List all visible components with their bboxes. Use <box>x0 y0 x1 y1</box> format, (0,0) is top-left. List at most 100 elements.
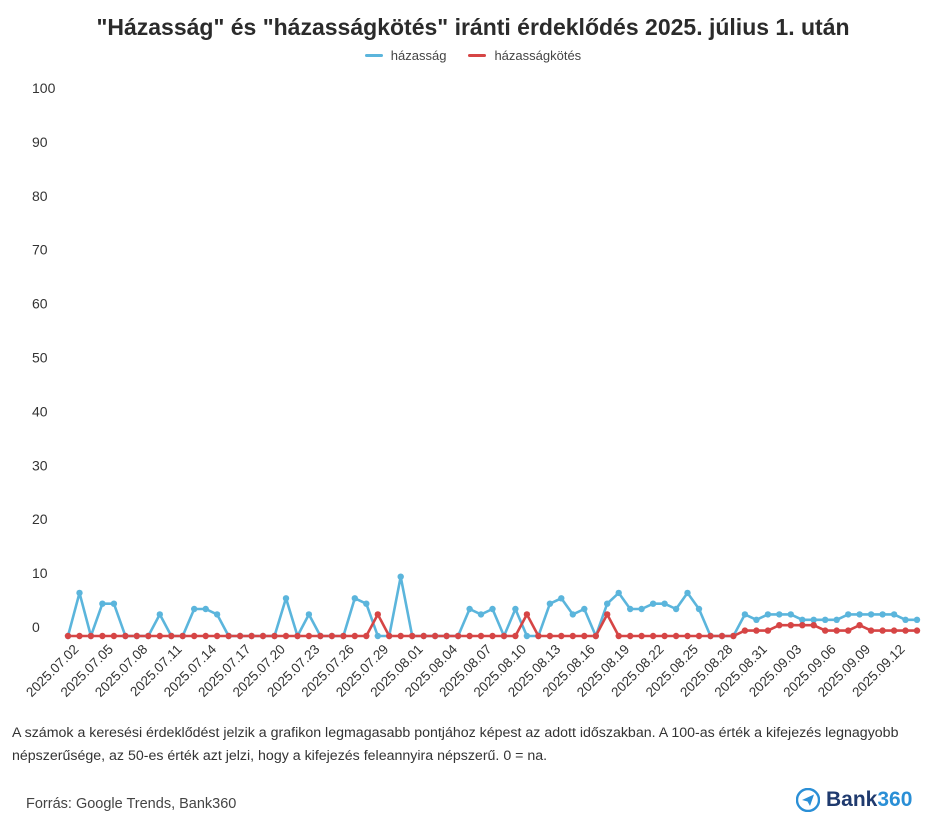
data-point-series-0 <box>913 616 921 623</box>
data-point-series-1 <box>707 632 714 640</box>
data-point-series-1 <box>523 611 531 618</box>
paper-plane-icon <box>796 788 820 812</box>
y-tick-label: 70 <box>32 242 48 258</box>
data-point-series-1 <box>317 632 324 640</box>
line-chart: 0 10 20 30 40 50 60 70 80 90 100 2025.07.022025.07… <box>23 80 921 700</box>
data-point-series-0 <box>695 605 703 613</box>
data-point-series-1 <box>191 632 198 640</box>
data-point-series-0 <box>546 600 554 607</box>
legend-swatch-hazassag <box>364 54 383 57</box>
data-point-series-1 <box>867 627 875 634</box>
data-point-series-1 <box>443 632 450 640</box>
data-point-series-0 <box>661 600 668 607</box>
y-tick-label: 10 <box>32 565 48 581</box>
data-point-series-0 <box>397 573 404 580</box>
legend-item-hazassag: házasság <box>364 48 447 63</box>
data-point-series-1 <box>259 632 267 640</box>
legend-label-hazassag: házasság <box>390 48 447 63</box>
data-point-series-1 <box>213 632 221 640</box>
data-point-series-1 <box>684 632 691 640</box>
data-point-series-0 <box>156 611 163 618</box>
data-point-series-0 <box>833 616 840 623</box>
y-tick-label: 90 <box>32 134 48 150</box>
data-point-series-1 <box>294 632 301 640</box>
data-point-series-0 <box>810 616 817 623</box>
data-point-series-1 <box>248 632 255 640</box>
data-point-series-0 <box>581 605 588 613</box>
data-point-series-1 <box>615 632 622 640</box>
data-point-series-0 <box>604 600 611 607</box>
data-point-series-1 <box>168 632 175 640</box>
data-point-series-0 <box>363 600 370 607</box>
data-point-series-0 <box>351 595 358 602</box>
data-point-series-1 <box>110 632 118 640</box>
data-point-series-0 <box>202 605 209 613</box>
source-text: Forrás: Google Trends, Bank360 <box>26 796 237 812</box>
data-point-series-0 <box>684 589 691 597</box>
data-point-series-1 <box>913 627 921 634</box>
data-point-series-1 <box>99 632 106 640</box>
data-point-series-1 <box>225 632 232 640</box>
data-point-series-1 <box>87 632 95 640</box>
data-point-series-1 <box>122 632 129 640</box>
data-point-series-1 <box>386 632 393 640</box>
data-point-series-0 <box>776 611 783 618</box>
data-point-series-1 <box>718 632 726 640</box>
data-point-series-0 <box>213 611 221 618</box>
data-point-series-1 <box>420 632 427 640</box>
logo-text-bank: Bank <box>826 788 878 811</box>
data-point-series-1 <box>753 627 760 634</box>
data-point-series-1 <box>879 627 886 634</box>
data-point-series-1 <box>546 632 554 640</box>
data-point-series-1 <box>661 632 668 640</box>
data-point-series-1 <box>822 627 829 634</box>
legend-item-hazassagkotes: házasságkötés <box>468 48 581 63</box>
x-axis: 2025.07.022025.07.052025.07.082025.07.11… <box>23 641 907 700</box>
data-point-series-1 <box>179 632 186 640</box>
data-point-series-1 <box>431 632 439 640</box>
data-point-series-1 <box>328 632 336 640</box>
data-point-series-1 <box>76 632 83 640</box>
data-point-series-0 <box>764 611 772 618</box>
data-point-series-0 <box>512 605 519 613</box>
data-point-series-0 <box>890 611 898 618</box>
data-point-series-1 <box>271 632 278 640</box>
data-point-series-1 <box>477 632 485 640</box>
data-point-series-1 <box>741 627 749 634</box>
data-point-series-1 <box>363 632 370 640</box>
data-point-series-0 <box>191 605 198 613</box>
data-point-series-0 <box>374 632 381 640</box>
data-point-series-0 <box>99 600 106 607</box>
data-point-series-1 <box>810 622 817 629</box>
data-point-series-1 <box>500 632 508 640</box>
data-point-series-1 <box>638 632 645 640</box>
data-point-series-1 <box>202 632 209 640</box>
y-tick-label: 20 <box>32 511 48 527</box>
data-point-series-0 <box>856 611 863 618</box>
data-point-series-1 <box>466 632 473 640</box>
data-point-series-0 <box>282 595 290 602</box>
y-tick-label: 80 <box>32 188 48 204</box>
data-point-series-0 <box>649 600 657 607</box>
data-point-series-0 <box>845 611 852 618</box>
data-point-series-0 <box>741 611 749 618</box>
data-point-series-1 <box>236 632 244 640</box>
y-tick-label: 100 <box>32 80 56 96</box>
data-point-series-1 <box>902 627 909 634</box>
data-point-series-0 <box>76 589 83 597</box>
data-point-series-1 <box>340 632 347 640</box>
data-point-series-0 <box>466 605 473 613</box>
data-point-series-0 <box>672 605 680 613</box>
y-tick-label: 30 <box>32 457 48 473</box>
data-point-series-0 <box>822 616 829 623</box>
y-tick-label: 50 <box>32 350 48 366</box>
data-point-series-1 <box>512 632 519 640</box>
data-point-series-1 <box>787 622 794 629</box>
data-point-series-0 <box>799 616 806 623</box>
data-point-series-1 <box>776 622 783 629</box>
data-point-series-1 <box>569 632 576 640</box>
y-tick-label: 0 <box>32 619 40 635</box>
data-point-series-1 <box>604 611 611 618</box>
data-point-series-1 <box>581 632 588 640</box>
bank360-logo[interactable]: Bank360 <box>796 788 912 812</box>
